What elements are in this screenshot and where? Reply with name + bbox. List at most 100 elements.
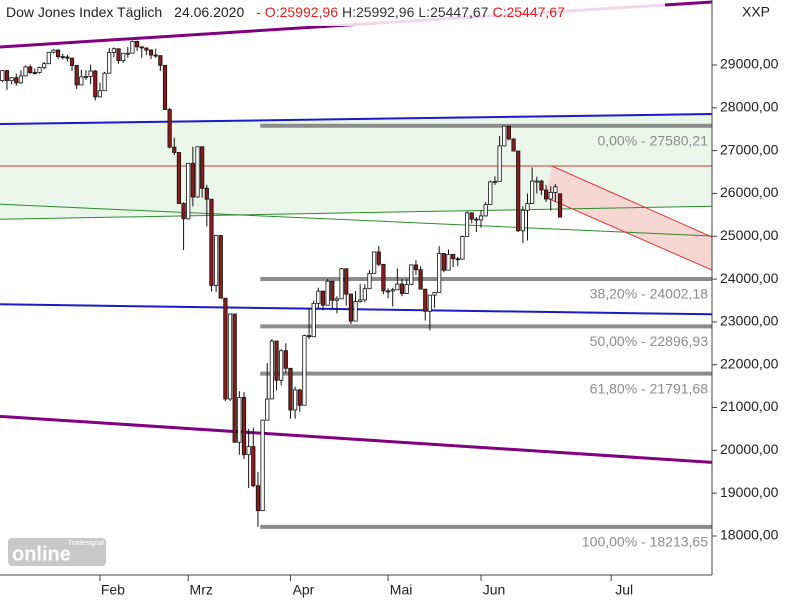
candle-body xyxy=(339,268,344,300)
candle-body xyxy=(460,236,465,260)
candle-body xyxy=(144,47,149,51)
candle-body xyxy=(116,48,121,61)
candle-body xyxy=(557,193,563,218)
trend-line xyxy=(0,203,713,237)
y-tick-label: 28000,00 xyxy=(720,99,779,115)
candle-body xyxy=(223,297,228,400)
candle-body xyxy=(111,48,116,53)
y-tick-label: 27000,00 xyxy=(720,141,779,157)
candle-body xyxy=(316,290,321,304)
candle-body xyxy=(511,138,516,152)
candle-body xyxy=(46,51,51,65)
candle-body xyxy=(358,299,363,302)
candle-body xyxy=(97,90,103,98)
candle-body xyxy=(423,288,428,312)
candle-body xyxy=(32,72,37,74)
candle-body xyxy=(367,272,372,290)
candle-body xyxy=(172,146,177,153)
zone xyxy=(545,166,712,271)
candle-body xyxy=(464,212,470,237)
candle-body xyxy=(148,49,154,56)
candle-body xyxy=(320,290,326,306)
logo-box xyxy=(8,538,106,566)
candle-body xyxy=(302,335,307,406)
candle-body xyxy=(330,280,335,301)
candle-body xyxy=(502,125,507,147)
candle-body xyxy=(525,203,530,211)
y-tick-label: 18000,00 xyxy=(720,527,779,543)
candle-body xyxy=(51,49,56,53)
candle-body xyxy=(214,235,219,286)
candle-body xyxy=(455,258,460,261)
candle-body xyxy=(130,41,135,54)
candle-body xyxy=(404,284,409,294)
logo-sub: Tradesignal xyxy=(68,540,105,547)
candle-body xyxy=(288,367,293,411)
fib-label: 50,00% - 22896,93 xyxy=(590,333,709,349)
candle-body xyxy=(399,283,405,294)
candle-body xyxy=(385,290,391,293)
candle-body xyxy=(0,70,5,81)
candle-body xyxy=(246,446,251,456)
candle-body xyxy=(362,288,367,301)
candle-body xyxy=(409,264,414,285)
x-tick-label: Mai xyxy=(390,582,413,598)
candle-body xyxy=(69,57,75,66)
candle-body xyxy=(297,389,302,406)
candle-body xyxy=(427,294,432,312)
candle-body xyxy=(348,293,353,322)
y-tick-label: 22000,00 xyxy=(720,355,779,371)
candle-body xyxy=(190,162,195,198)
y-tick-label: 19000,00 xyxy=(720,484,779,500)
candle-body xyxy=(269,340,274,400)
y-tick-label: 24000,00 xyxy=(720,270,779,286)
candle-body xyxy=(483,204,488,217)
candle-body xyxy=(227,313,233,400)
symbol: XXP xyxy=(742,4,770,20)
candle-body xyxy=(497,145,502,182)
candle-body xyxy=(451,254,456,260)
y-tick-label: 26000,00 xyxy=(720,184,779,200)
candle-body xyxy=(260,419,265,512)
candle-body xyxy=(488,181,493,205)
candle-body xyxy=(200,146,205,189)
candle-body xyxy=(251,446,256,487)
candle-body xyxy=(121,52,126,61)
candle-body xyxy=(520,209,525,232)
candle-body xyxy=(176,152,182,204)
candle-body xyxy=(195,146,200,198)
quote: L:25447,67 xyxy=(418,4,488,20)
candle-body xyxy=(390,289,395,292)
candle-body xyxy=(153,54,158,57)
candle-body xyxy=(232,313,237,443)
candle-body xyxy=(413,264,419,271)
candle-body xyxy=(18,75,24,84)
candle-body xyxy=(293,389,298,411)
candle-body xyxy=(492,180,498,183)
candle-body xyxy=(437,253,442,293)
candle-body xyxy=(283,350,288,369)
candle-body xyxy=(4,70,10,82)
candle-body xyxy=(135,41,140,48)
candle-body xyxy=(42,63,47,68)
plot-area: 0,00% - 27580,21 38,20% - 24002,18 50,00% … xyxy=(0,0,713,550)
candle-body xyxy=(181,203,186,220)
candle-body xyxy=(553,186,558,193)
candle-body xyxy=(534,180,539,183)
candle-body xyxy=(93,70,98,98)
candle-body xyxy=(344,268,349,295)
candle-body xyxy=(474,218,479,221)
candle-body xyxy=(14,77,19,84)
header-bg xyxy=(0,0,665,26)
logo-main: online xyxy=(12,543,71,565)
candle-body xyxy=(158,55,163,66)
candle-body xyxy=(107,52,112,74)
candle-body xyxy=(79,76,84,86)
candle-body xyxy=(218,235,223,299)
candle-body xyxy=(162,64,168,110)
candle-body xyxy=(167,109,172,148)
y-tick-label: 25000,00 xyxy=(720,227,779,243)
x-tick-label: Apr xyxy=(293,582,315,598)
candle-body xyxy=(530,180,535,204)
